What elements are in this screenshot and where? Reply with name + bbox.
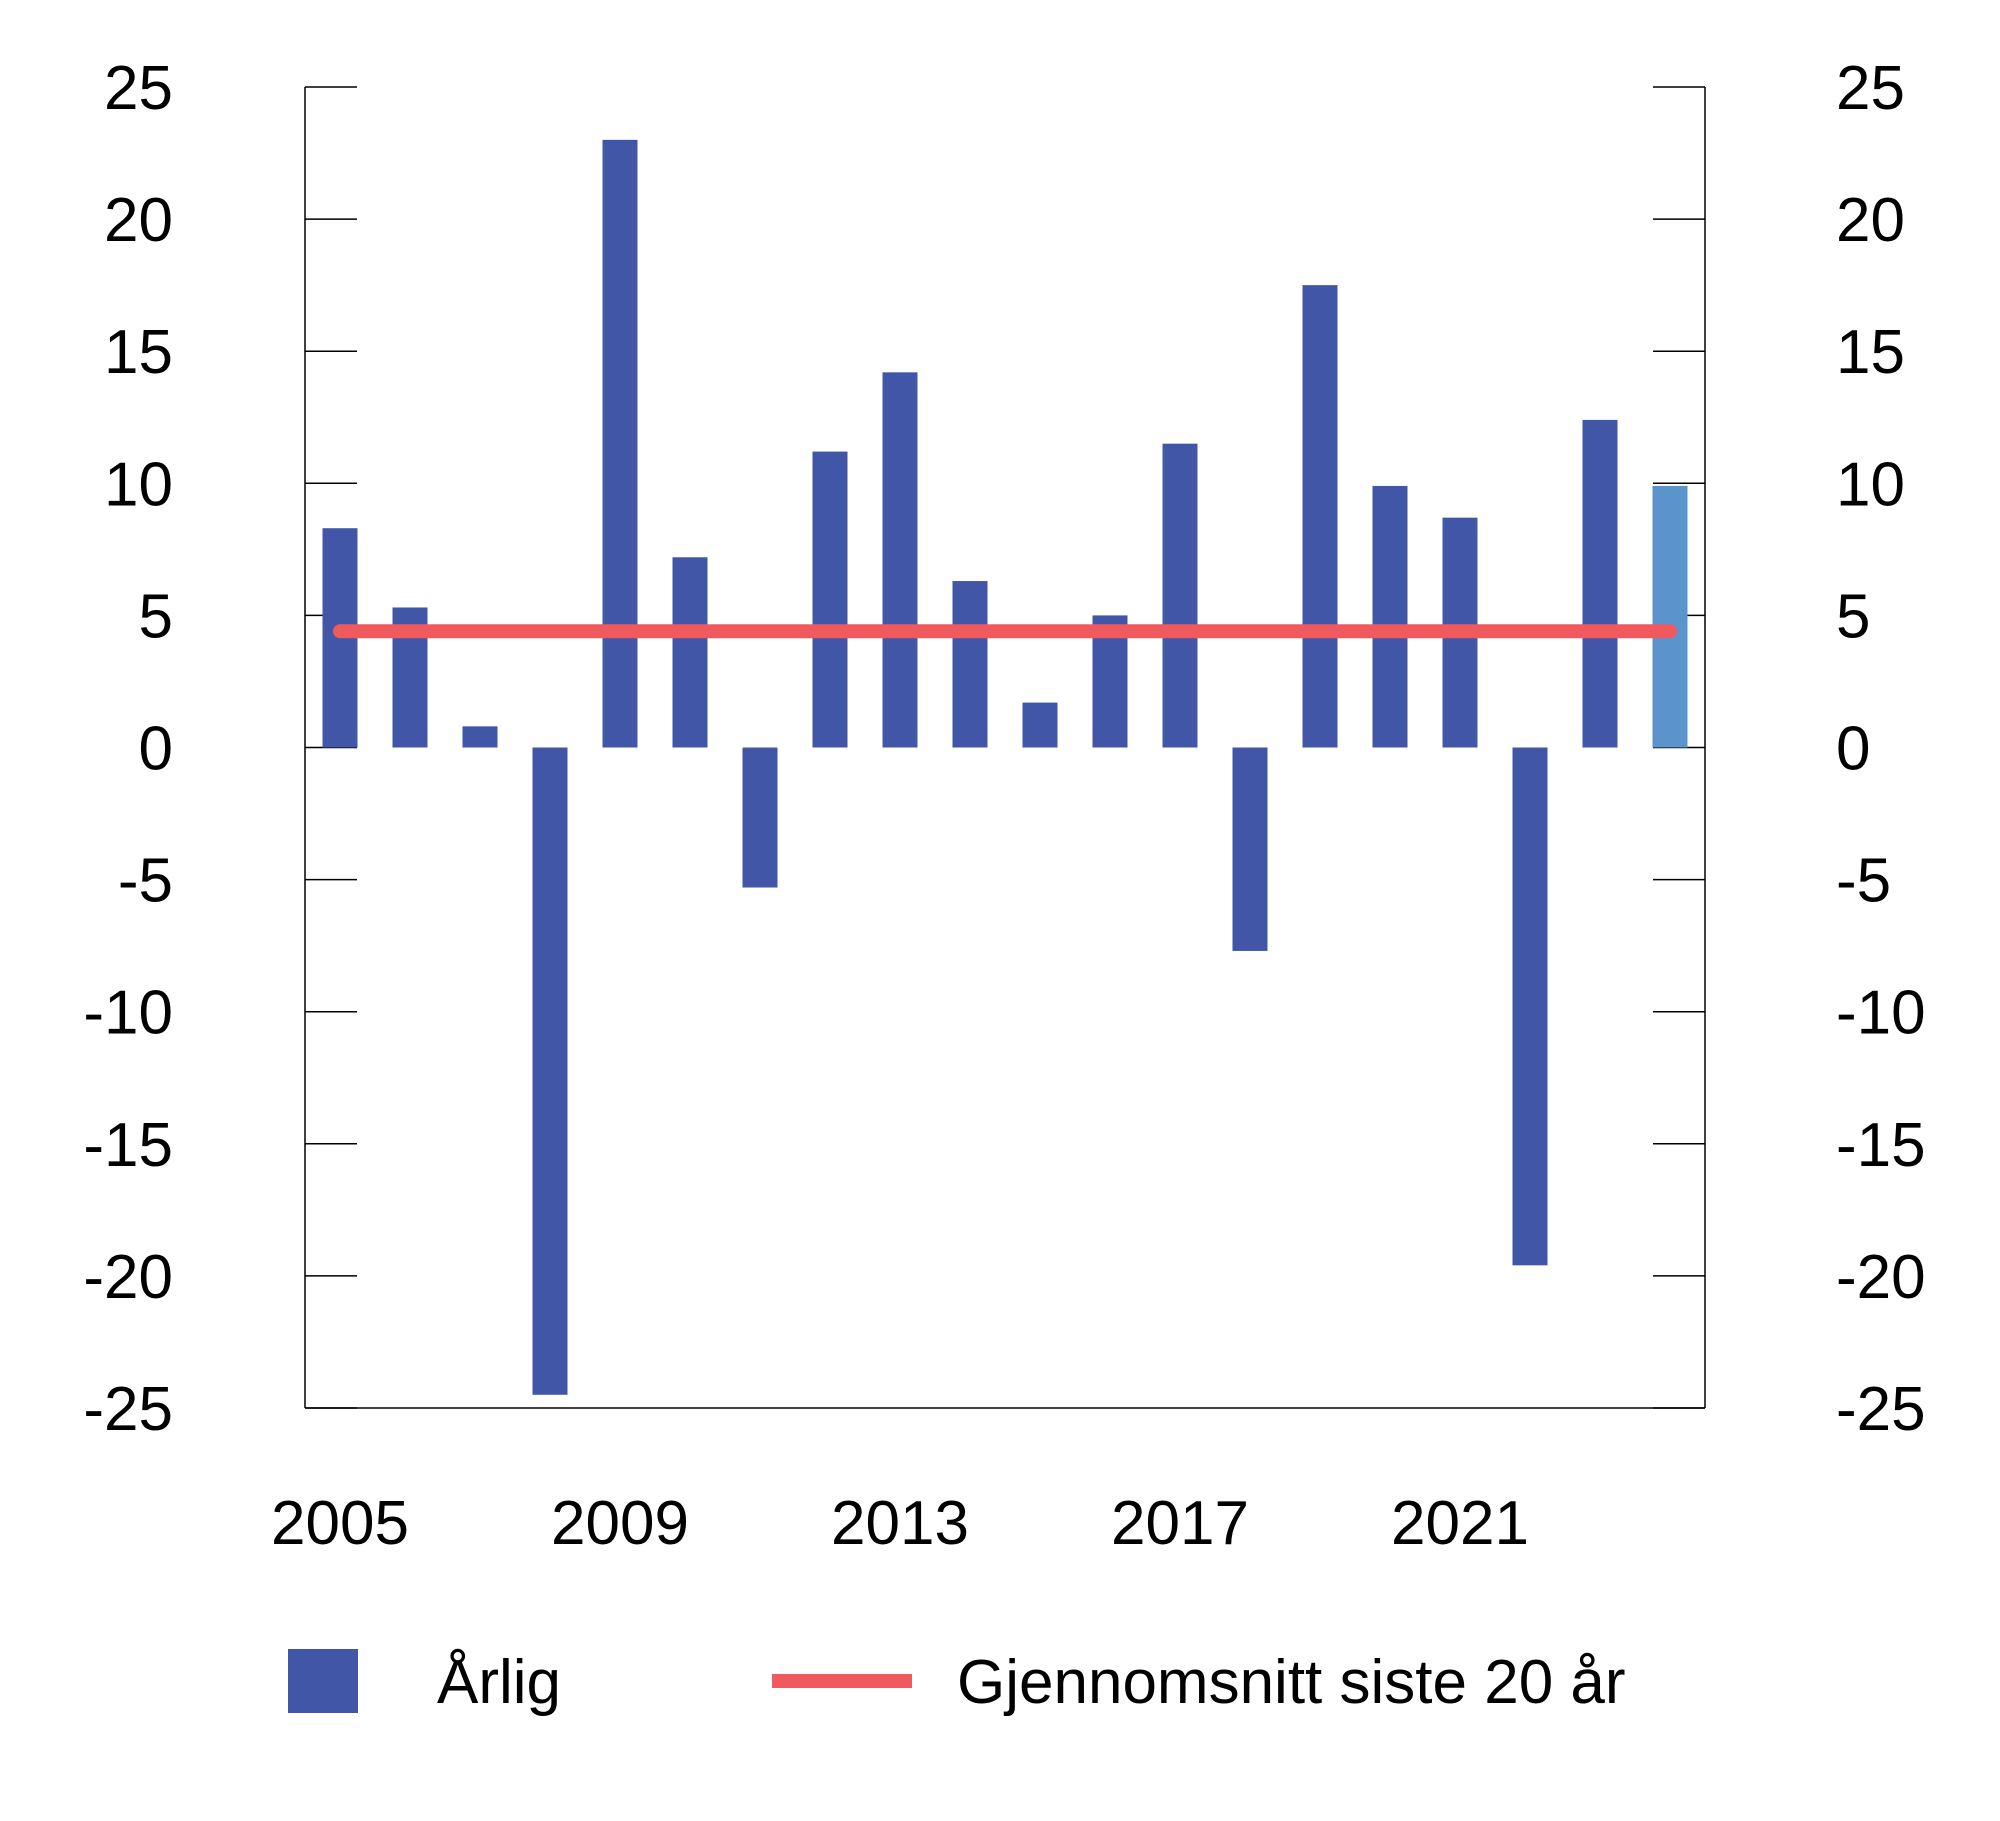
legend-label-arlig: Årlig xyxy=(437,1648,561,1717)
x-tick-label: 2009 xyxy=(551,1489,689,1558)
y-tick-label-right: 10 xyxy=(1836,450,1905,519)
legend-swatch-arlig xyxy=(288,1649,358,1713)
y-tick-label-right: 0 xyxy=(1836,715,1870,784)
bar-2008 xyxy=(532,747,568,1395)
x-axis-labels: 2005 2009 2013 2017 2021 xyxy=(271,1489,1529,1558)
axes: 25 25 20 20 15 15 10 10 5 5 0 0 -5 -5 -10 -10 -15 -15 -20 -… xyxy=(83,54,1925,1444)
y-tick-label-left: -20 xyxy=(83,1243,173,1312)
y-tick-label-right: -5 xyxy=(1836,847,1891,916)
y-tick-label-right: -25 xyxy=(1836,1375,1926,1444)
y-tick-label-right: 25 xyxy=(1836,54,1905,123)
y-tick-label-right: 20 xyxy=(1836,186,1905,255)
y-tick-label-left: 15 xyxy=(104,318,173,387)
bar-2020 xyxy=(1372,485,1408,748)
bar-2022 xyxy=(1512,747,1548,1266)
bar-2014 xyxy=(952,581,988,748)
y-tick-label-left: 20 xyxy=(104,186,173,255)
y-tick-label-right: -10 xyxy=(1836,979,1926,1048)
legend-label-average: Gjennomsnitt siste 20 år xyxy=(957,1648,1626,1717)
legend-swatch-average xyxy=(772,1674,912,1688)
y-tick-label-left: 25 xyxy=(104,54,173,123)
bar-2024 xyxy=(1652,485,1688,748)
y-tick-label-left: -10 xyxy=(83,979,173,1048)
y-tick-label-left: -5 xyxy=(118,847,173,916)
y-tick-label-right: -15 xyxy=(1836,1111,1926,1180)
x-tick-label: 2005 xyxy=(271,1489,409,1558)
y-tick-label-left: -15 xyxy=(83,1111,173,1180)
bar-2015 xyxy=(1022,702,1058,748)
bar-2007 xyxy=(462,726,498,748)
bar-2012 xyxy=(812,451,848,748)
y-tick-label-right: 15 xyxy=(1836,318,1905,387)
y-tick-label-left: 5 xyxy=(139,582,173,651)
y-tick-label-left: -25 xyxy=(83,1375,173,1444)
bars xyxy=(322,139,1688,1395)
x-tick-label: 2021 xyxy=(1391,1489,1529,1558)
y-tick-label-left: 10 xyxy=(104,450,173,519)
bar-2017 xyxy=(1162,443,1198,748)
y-tick-label-right: -20 xyxy=(1836,1243,1926,1312)
bar-2010 xyxy=(672,557,708,748)
bar-2019 xyxy=(1302,285,1338,748)
bar-2018 xyxy=(1232,747,1268,951)
x-tick-label: 2013 xyxy=(831,1489,969,1558)
bar-2023 xyxy=(1582,419,1618,748)
y-tick-label-right: 5 xyxy=(1836,582,1870,651)
bar-2013 xyxy=(882,372,918,748)
x-tick-label: 2017 xyxy=(1111,1489,1249,1558)
y-tick-label-left: 0 xyxy=(139,715,173,784)
bar-2009 xyxy=(602,139,638,748)
legend: Årlig Gjennomsnitt siste 20 år xyxy=(288,1648,1626,1717)
bar-2011 xyxy=(742,747,778,888)
